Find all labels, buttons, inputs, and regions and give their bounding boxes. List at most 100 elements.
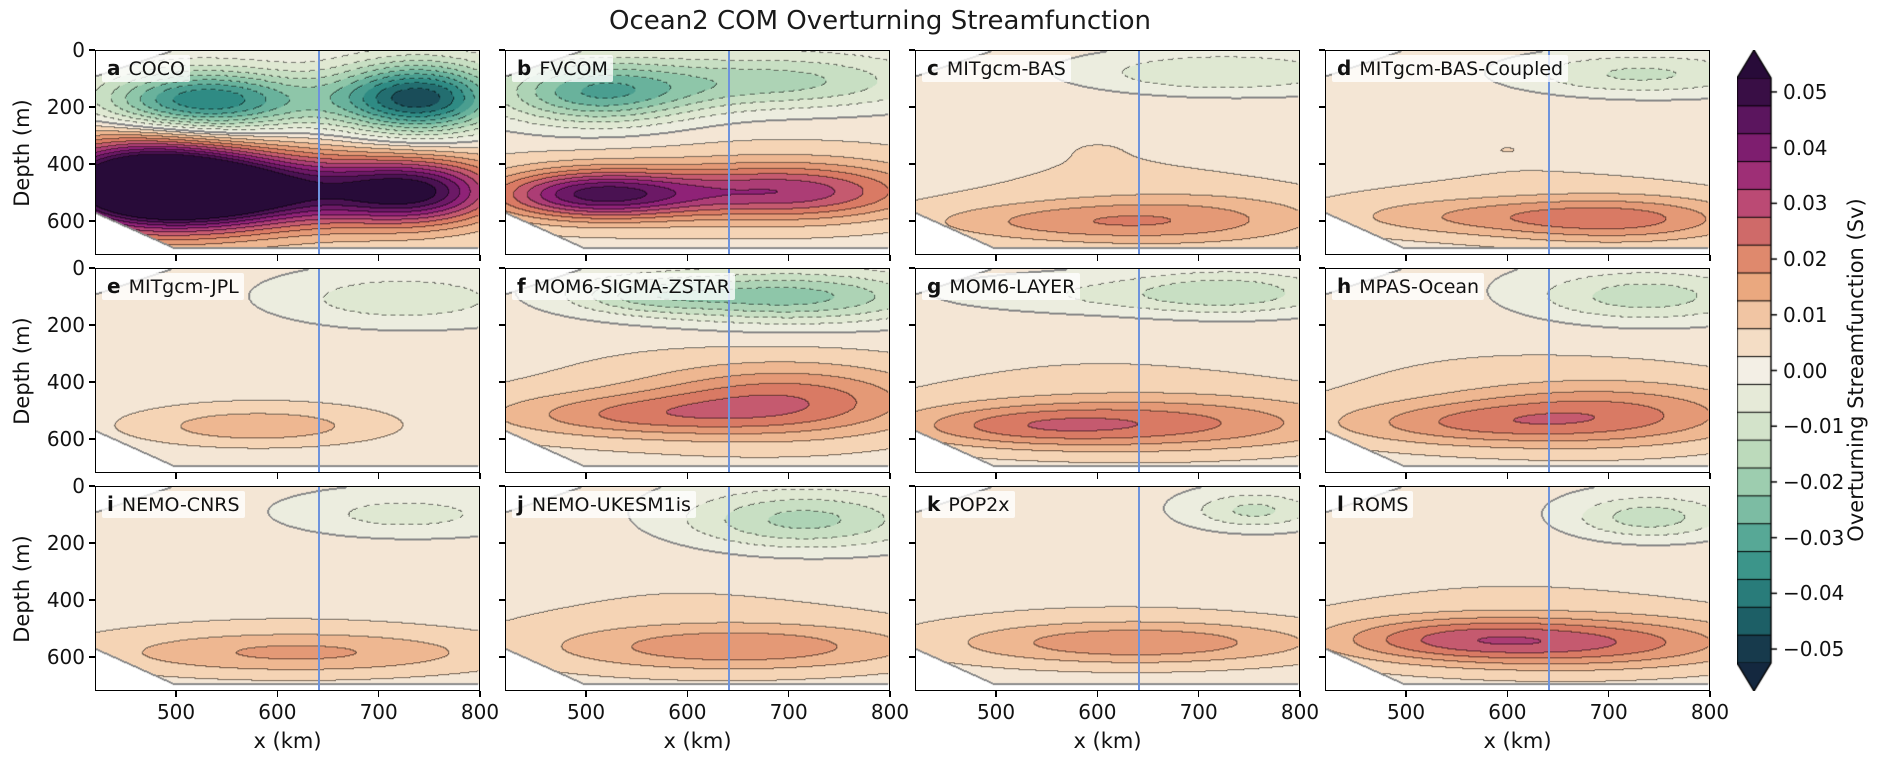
y-tick-mark (1319, 656, 1325, 658)
colorbar-tick-label: 0.00 (1783, 358, 1828, 383)
y-tick-mark (499, 163, 505, 165)
y-tick-label: 200 (46, 94, 85, 119)
y-tick-mark (1319, 163, 1325, 165)
x-tick-mark (686, 691, 689, 697)
panel-i: i NEMO-CNRS (95, 486, 480, 691)
y-tick-mark (89, 381, 95, 383)
colorbar-tick-label: −0.04 (1783, 581, 1845, 606)
panel-model-name: ROMS (1351, 494, 1409, 516)
x-tick-mark (787, 473, 790, 479)
x-tick-mark (1607, 473, 1610, 479)
y-tick-mark (89, 163, 95, 165)
x-tick-label: 500 (566, 700, 606, 724)
panel-h: h MPAS-Ocean (1325, 268, 1710, 473)
y-tick-mark (1319, 106, 1325, 108)
panel-label-h: h MPAS-Ocean (1332, 273, 1485, 300)
x-tick-mark (686, 255, 689, 261)
x-tick-label: 800 (870, 700, 910, 724)
y-tick-mark (909, 220, 915, 222)
x-tick-label: 700 (359, 700, 398, 724)
panel-letter: c (927, 56, 939, 80)
y-tick-mark (499, 542, 505, 544)
panel-canvas-g (916, 269, 1299, 472)
y-tick-label: 200 (46, 530, 85, 555)
x-tick-mark (995, 473, 997, 479)
panel-model-name: MOM6-LAYER (949, 276, 1076, 298)
x-tick-mark (889, 691, 891, 697)
y-tick-mark (499, 324, 505, 326)
y-tick-mark (909, 599, 915, 601)
y-tick-label: 200 (46, 312, 85, 337)
y-tick-mark (909, 267, 915, 269)
x-tick-mark (1607, 255, 1610, 261)
y-tick-mark (499, 656, 505, 658)
y-tick-label: 600 (46, 426, 85, 451)
panel-label-b: b FVCOM (512, 55, 613, 82)
panel-label-k: k POP2x (922, 491, 1015, 518)
y-tick-mark (1319, 267, 1325, 269)
x-tick-mark (1197, 691, 1200, 697)
panel-label-a: a COCO (102, 55, 190, 82)
colorbar-tick-label: 0.02 (1783, 247, 1828, 272)
panel-label-e: e MITgcm-JPL (102, 273, 244, 300)
ice-front-line (1547, 487, 1551, 690)
y-tick-mark (89, 220, 95, 222)
x-tick-label: 500 (976, 700, 1016, 724)
panel-model-name: FVCOM (539, 58, 608, 80)
y-tick-mark (89, 599, 95, 601)
panel-letter: l (1337, 492, 1344, 516)
ice-front-line (727, 269, 731, 472)
panel-label-i: i NEMO-CNRS (102, 491, 245, 518)
y-tick-mark (1319, 542, 1325, 544)
y-tick-mark (909, 381, 915, 383)
x-tick-mark (995, 691, 997, 697)
y-tick-mark (499, 381, 505, 383)
panel-model-name: NEMO-UKESM1is (531, 494, 691, 516)
panel-letter: j (517, 492, 524, 516)
x-tick-mark (787, 255, 790, 261)
colorbar-tick-label: 0.04 (1783, 135, 1828, 160)
panel-letter: h (1337, 274, 1352, 298)
x-tick-label: 700 (769, 700, 808, 724)
y-tick-mark (909, 324, 915, 326)
colorbar-tick-label: 0.05 (1783, 79, 1828, 104)
x-tick-mark (175, 691, 177, 697)
y-tick-mark (909, 49, 915, 51)
panel-label-l: l ROMS (1332, 491, 1414, 518)
panel-model-name: NEMO-CNRS (121, 494, 240, 516)
x-tick-mark (276, 473, 279, 479)
ice-front-line (727, 487, 731, 690)
ice-front-line (1137, 269, 1141, 472)
ice-front-line (1547, 51, 1551, 254)
panel-model-name: MPAS-Ocean (1359, 276, 1480, 298)
x-tick-mark (276, 255, 279, 261)
panel-canvas-a (96, 51, 479, 254)
panel-canvas-h (1326, 269, 1709, 472)
panel-j: j NEMO-UKESM1is (505, 486, 890, 691)
x-tick-mark (175, 473, 177, 479)
x-tick-mark (1506, 473, 1509, 479)
panel-f: f MOM6-SIGMA-ZSTAR (505, 268, 890, 473)
x-tick-mark (1405, 691, 1407, 697)
x-tick-label: 600 (1078, 700, 1117, 724)
x-axis-label: x (km) (1483, 729, 1552, 753)
x-tick-mark (585, 473, 587, 479)
x-tick-mark (1197, 255, 1200, 261)
x-tick-mark (787, 691, 790, 697)
ice-front-line (1137, 487, 1141, 690)
x-tick-mark (1709, 473, 1711, 479)
y-tick-mark (909, 438, 915, 440)
panel-label-g: g MOM6-LAYER (922, 273, 1081, 300)
panel-label-f: f MOM6-SIGMA-ZSTAR (512, 273, 736, 300)
y-tick-mark (89, 485, 95, 487)
panel-model-name: MITgcm-BAS-Coupled (1359, 58, 1564, 80)
colorbar-tick-label: −0.03 (1783, 525, 1845, 550)
x-tick-mark (1607, 691, 1610, 697)
x-tick-mark (1299, 255, 1301, 261)
panel-label-c: c MITgcm-BAS (922, 55, 1071, 82)
y-tick-mark (499, 106, 505, 108)
depth-axis-label: Depth (m) (10, 316, 34, 425)
panel-b: b FVCOM (505, 50, 890, 255)
y-tick-mark (499, 485, 505, 487)
depth-axis-label: Depth (m) (10, 534, 34, 643)
